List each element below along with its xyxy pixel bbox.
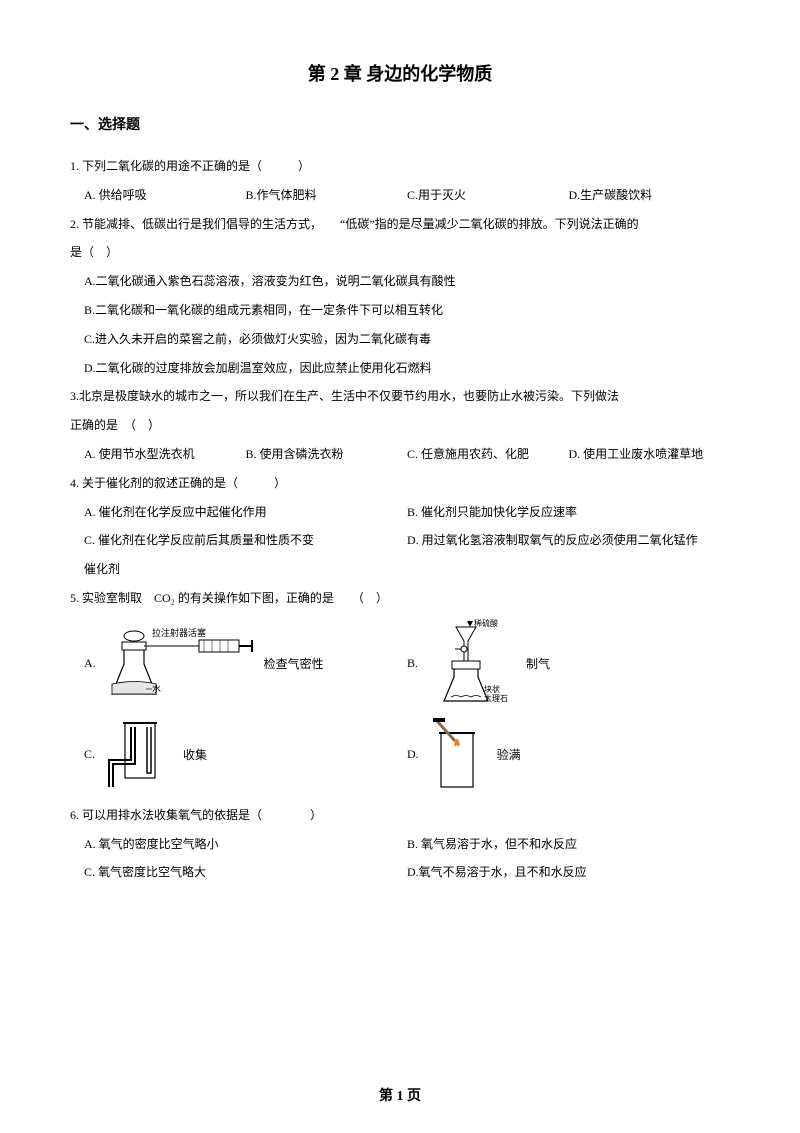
q5-caption-a: 检查气密性: [264, 655, 324, 672]
q3-stem: 3.北京是极度缺水的城市之一，所以我们在生产、生活中不仅要节约用水，也要防止水被…: [70, 382, 730, 411]
q6-options: A. 氧气的密度比空气略小 B. 氧气易溶于水，但不和水反应 C. 氧气密度比空…: [70, 830, 730, 888]
q1-opt-c: C.用于灭火: [407, 181, 569, 210]
figA-text1: 拉注射器活塞: [152, 627, 206, 638]
q5-cell-a: A. 拉注射器活塞 水 检查气密性: [84, 624, 407, 704]
q3-options: A. 使用节水型洗衣机 B. 使用含磷洗衣粉 C. 任意施用农药、化肥 D. 使…: [70, 440, 730, 469]
figB-text3: 大理石: [484, 693, 508, 703]
q2-stem: 2. 节能减排、低碳出行是我们倡导的生活方式， “低碳”指的是尽量减少二氧化碳的…: [70, 210, 730, 239]
q2-stem2: 是（ ）: [70, 238, 730, 267]
q4-opt-a: A. 催化剂在化学反应中起催化作用: [84, 498, 407, 527]
q5-caption-b: 制气: [526, 655, 550, 672]
figB-text1: 稀硫酸: [474, 619, 498, 628]
q5-label-a: A.: [84, 656, 96, 671]
figA-text2: 水: [152, 683, 161, 694]
q5-cell-d: D. 验满: [407, 715, 730, 795]
flask-funnel-icon: 稀硫酸 块状 大理石: [426, 619, 516, 709]
q1-opt-d: D.生产碳酸饮料: [569, 181, 731, 210]
q1-opt-a: A. 供给呼吸: [84, 181, 246, 210]
q5-label-c: C.: [84, 747, 95, 762]
q1-opt-b: B.作气体肥料: [246, 181, 408, 210]
figB-text2: 块状: [484, 684, 500, 694]
collect-bottle-icon: [103, 715, 173, 795]
q3-opt-a: A. 使用节水型洗衣机: [84, 440, 246, 469]
q4-options: A. 催化剂在化学反应中起催化作用 B. 催化剂只能加快化学反应速率 C. 催化…: [70, 498, 730, 584]
q3-opt-c: C. 任意施用农药、化肥: [407, 440, 569, 469]
test-bottle-icon: [427, 715, 487, 795]
q1-options: A. 供给呼吸 B.作气体肥料 C.用于灭火 D.生产碳酸饮料: [70, 181, 730, 210]
q5-caption-c: 收集: [183, 746, 207, 763]
q5-row2: C. 收集 D. 验满: [70, 715, 730, 795]
q5-caption-d: 验满: [497, 746, 521, 763]
q2-opt-d: D.二氧化碳的过度排放会加剧温室效应，因此应禁止使用化石燃料: [70, 354, 730, 383]
q1-stem: 1. 下列二氧化碳的用途不正确的是（ ）: [70, 152, 730, 181]
q5-label-d: D.: [407, 747, 419, 762]
q6-opt-c: C. 氧气密度比空气略大: [84, 858, 407, 887]
q6-opt-d: D.氧气不易溶于水，且不和水反应: [407, 858, 730, 887]
q5-row1: A. 拉注射器活塞 水 检查气密性 B.: [70, 619, 730, 709]
q2-opt-c: C.进入久未开启的菜窖之前，必须做灯火实验，因为二氧化碳有毒: [70, 325, 730, 354]
page-title: 第 2 章 身边的化学物质: [70, 60, 730, 86]
q3-opt-b: B. 使用含磷洗衣粉: [246, 440, 408, 469]
section-heading: 一、选择题: [70, 114, 730, 134]
q2-opt-a: A.二氧化碳通入紫色石蕊溶液，溶液变为红色，说明二氧化碳具有酸性: [70, 267, 730, 296]
q4-opt-b: B. 催化剂只能加快化学反应速率: [407, 498, 730, 527]
q6-opt-b: B. 氧气易溶于水，但不和水反应: [407, 830, 730, 859]
q4-opt-d: D. 用过氧化氢溶液制取氧气的反应必须使用二氧化锰作: [407, 526, 730, 555]
q6-opt-a: A. 氧气的密度比空气略小: [84, 830, 407, 859]
q4-stem: 4. 关于催化剂的叙述正确的是（ ）: [70, 469, 730, 498]
q5-cell-c: C. 收集: [84, 715, 407, 795]
q5-stem: 5. 实验室制取 CO₂ 的有关操作如下图，正确的是 （ ）: [70, 584, 730, 613]
q5-cell-b: B. 稀硫酸 块状 大理石 制气: [407, 619, 730, 709]
q3-opt-d: D. 使用工业废水喷灌草地: [569, 440, 731, 469]
q2-opt-b: B.二氧化碳和一氧化碳的组成元素相同，在一定条件下可以相互转化: [70, 296, 730, 325]
page-footer: 第 1 页: [0, 1085, 800, 1105]
flask-syringe-icon: 拉注射器活塞 水: [104, 624, 254, 704]
q6-stem: 6. 可以用排水法收集氧气的依据是（ ）: [70, 801, 730, 830]
q5-label-b: B.: [407, 656, 418, 671]
q4-opt-d2: 催化剂: [84, 555, 730, 584]
q3-stem2: 正确的是 （ ）: [70, 411, 730, 440]
q4-opt-c: C. 催化剂在化学反应前后其质量和性质不变: [84, 526, 407, 555]
